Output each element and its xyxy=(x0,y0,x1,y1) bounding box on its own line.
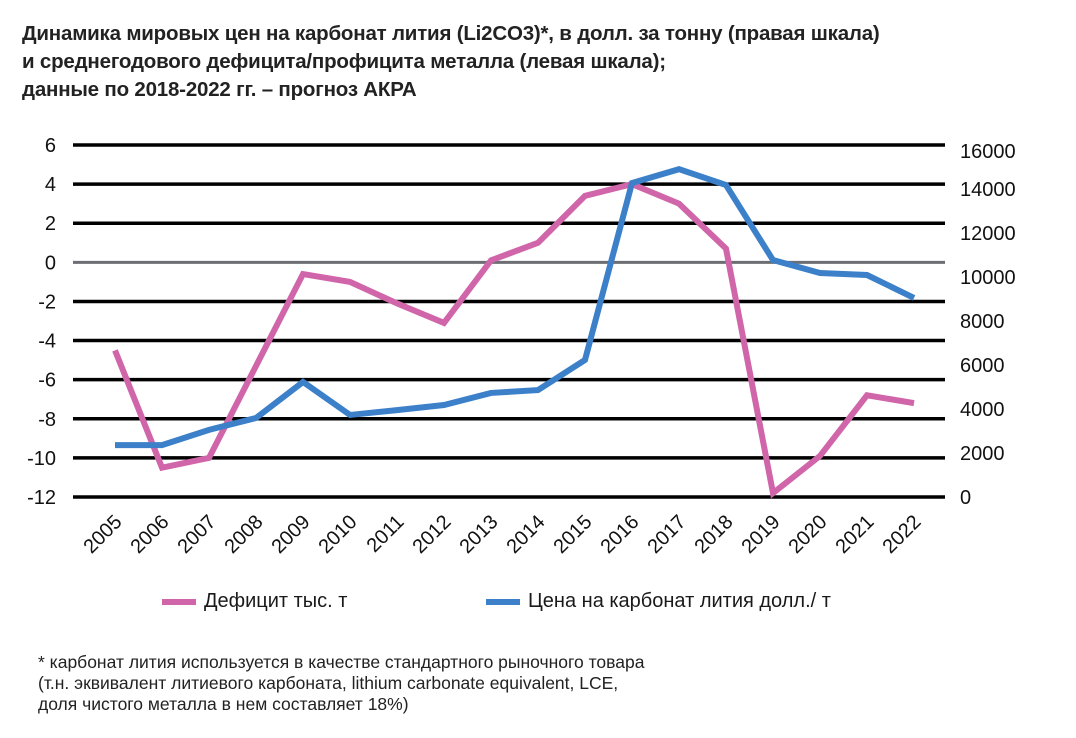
right-axis-tick-label: 12000 xyxy=(960,223,1016,245)
left-axis-tick-label: -4 xyxy=(38,331,56,353)
right-axis-tick-label: 10000 xyxy=(960,267,1016,289)
x-axis-tick-label: 2012 xyxy=(409,511,456,558)
left-axis-tick-label: 4 xyxy=(45,174,56,196)
left-axis-tick-label: -8 xyxy=(38,409,56,431)
x-axis-tick-label: 2005 xyxy=(80,511,127,558)
left-axis-tick-label: 0 xyxy=(45,252,56,274)
left-axis-tick-label: -12 xyxy=(27,487,56,509)
right-axis-tick-label: 6000 xyxy=(960,355,1005,377)
legend-label-price: Цена на карбонат лития долл./ т xyxy=(528,590,831,612)
x-axis-tick-label: 2021 xyxy=(832,511,879,558)
deficit-line xyxy=(112,180,915,499)
title-line-1: Динамика мировых цен на карбонат лития (… xyxy=(22,22,880,45)
x-axis-tick-label: 2006 xyxy=(127,511,174,558)
left-axis-tick-label: -6 xyxy=(38,370,56,392)
x-axis-tick-label: 2020 xyxy=(785,511,832,558)
footnote-line-3: доля чистого металла в нем составляет 18… xyxy=(38,694,409,714)
right-axis-tick-label: 4000 xyxy=(960,399,1005,421)
legend-item-price: Цена на карбонат лития долл./ т xyxy=(486,590,831,613)
chart-title: Динамика мировых цен на карбонат лития (… xyxy=(22,20,880,104)
x-axis-tick-label: 2022 xyxy=(879,511,926,558)
x-axis-tick-label: 2010 xyxy=(315,511,362,558)
footnote: * карбонат лития используется в качестве… xyxy=(38,652,644,715)
right-axis-tick-label: 14000 xyxy=(960,179,1016,201)
x-axis-tick-label: 2008 xyxy=(221,511,268,558)
left-axis-tick-label: -10 xyxy=(27,448,56,470)
x-axis-tick-label: 2015 xyxy=(550,511,597,558)
right-axis-tick-label: 0 xyxy=(960,487,971,509)
title-line-2: и среднегодового дефицита/профицита мета… xyxy=(22,50,666,73)
legend-label-deficit: Дефицит тыс. т xyxy=(204,590,348,612)
legend-item-deficit: Дефицит тыс. т xyxy=(162,590,347,613)
right-axis-tick-label: 2000 xyxy=(960,443,1005,465)
left-axis-tick-label: -2 xyxy=(38,291,56,313)
x-axis-tick-label: 2017 xyxy=(644,511,691,558)
price-line xyxy=(115,166,916,449)
right-axis-tick-label: 8000 xyxy=(960,311,1005,333)
x-axis-tick-label: 2009 xyxy=(268,511,315,558)
x-axis-tick-label: 2011 xyxy=(363,511,409,557)
right-axis-tick-label: 16000 xyxy=(960,141,1016,163)
footnote-line-1: * карбонат лития используется в качестве… xyxy=(38,652,645,672)
x-axis-tick-label: 2007 xyxy=(174,511,221,558)
legend-swatch-price xyxy=(486,598,520,605)
x-axis-tick-label: 2016 xyxy=(597,511,644,558)
x-axis-tick-label: 2013 xyxy=(456,511,503,558)
legend-swatch-deficit xyxy=(162,598,196,605)
x-axis-tick-label: 2014 xyxy=(503,511,550,558)
footnote-line-2: (т.н. эквивалент литиевого карбоната, li… xyxy=(38,673,619,693)
title-line-3: данные по 2018-2022 гг. – прогноз АКРА xyxy=(22,78,417,101)
x-axis-tick-label: 2019 xyxy=(738,511,785,558)
x-axis-tick-label: 2018 xyxy=(691,511,738,558)
left-axis-tick-label: 2 xyxy=(45,213,56,235)
left-axis-tick-label: 6 xyxy=(45,135,56,157)
